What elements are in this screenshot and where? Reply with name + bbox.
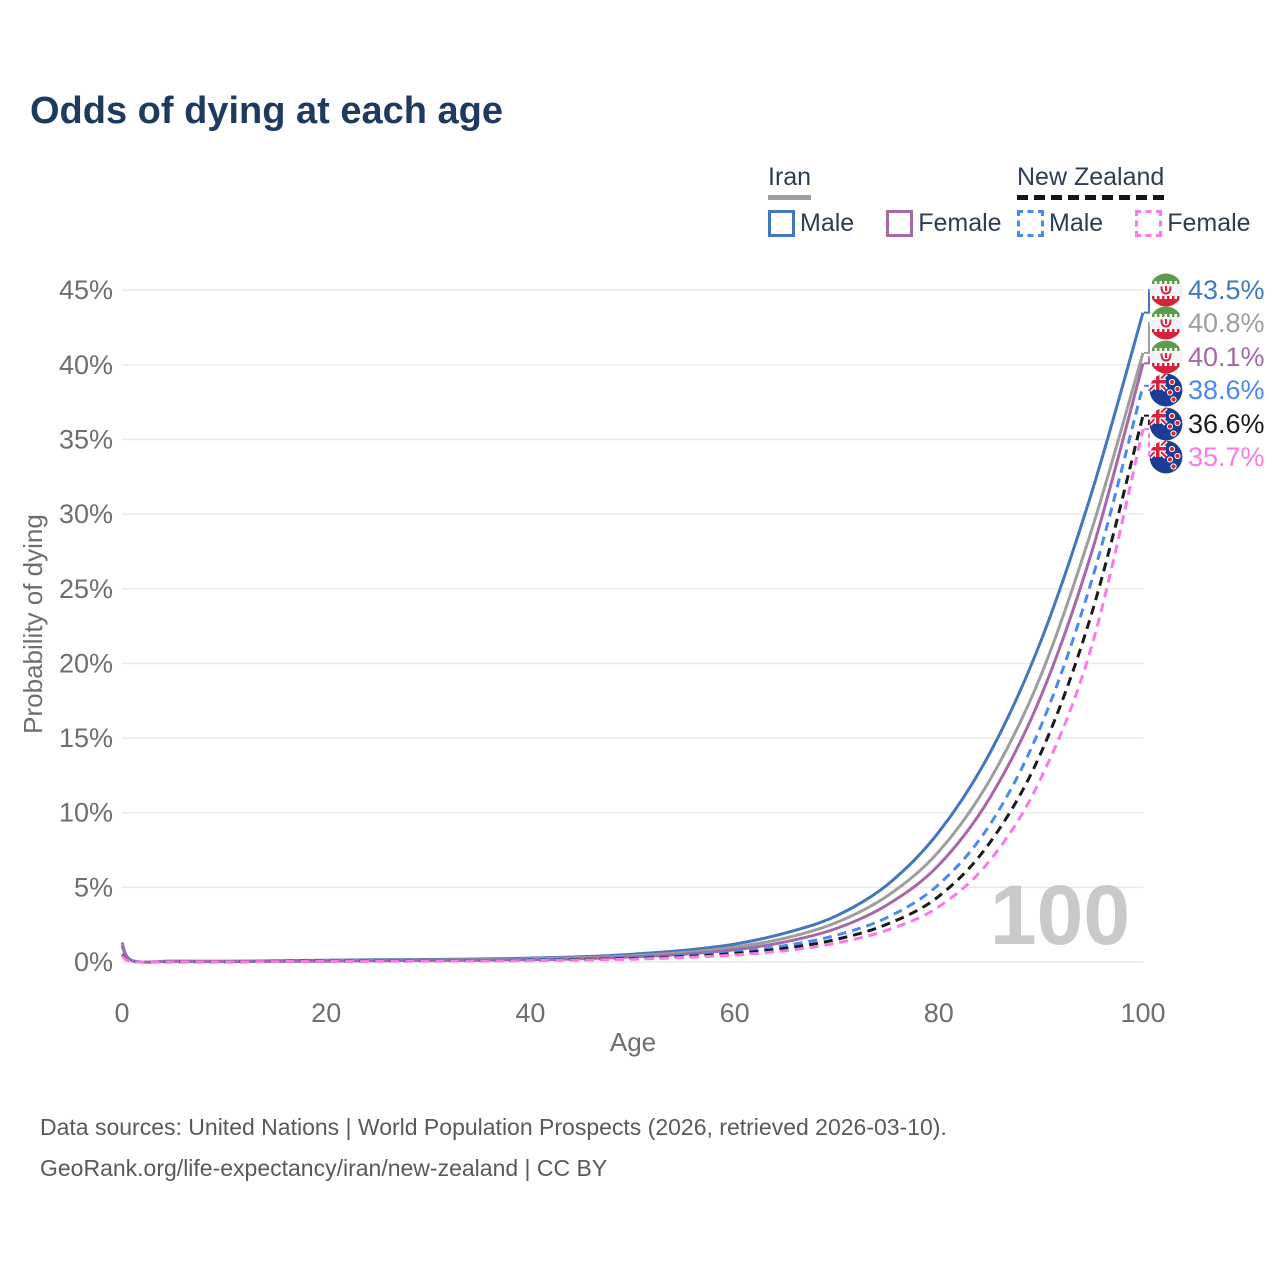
legend-header-new-zealand-label: New Zealand (1017, 163, 1165, 191)
y-tick-label: 25% (59, 574, 113, 604)
x-tick-label: 80 (924, 998, 954, 1028)
legend-group-new-zealand: New Zealand Male Female (1017, 163, 1251, 238)
legend-header-iran: Iran (768, 163, 812, 200)
legend: Iran Male Female New Zealand (0, 163, 1280, 243)
y-tick-label: 20% (59, 648, 113, 678)
y-tick-label: 40% (59, 350, 113, 380)
legend-line-sample-new-zealand (1017, 195, 1165, 200)
legend-header-new-zealand: New Zealand (1017, 163, 1165, 200)
x-tick-label: 40 (515, 998, 545, 1028)
legend-header-iran-label: Iran (768, 163, 812, 191)
end-label-connector (1144, 414, 1152, 425)
legend-swatch-new-zealand-female[interactable] (1135, 210, 1163, 237)
series-line-new-zealand-female[interactable] (121, 428, 1145, 964)
legend-item-iran-male[interactable]: Male (768, 209, 854, 238)
legend-label-iran-male[interactable]: Male (800, 209, 855, 237)
end-value-label: 35.7% (1188, 442, 1265, 472)
x-tick-label: 60 (720, 998, 750, 1028)
new-zealand-flag-icon (1149, 373, 1183, 407)
legend-items-iran: Male Female (768, 209, 1002, 238)
end-value-label: 43.5% (1188, 275, 1265, 305)
legend-items-new-zealand: Male Female (1017, 209, 1251, 238)
legend-swatch-iran-female[interactable] (886, 210, 914, 237)
new-zealand-flag-icon (1149, 407, 1183, 441)
x-tick-label: 0 (114, 998, 129, 1028)
legend-swatch-iran-male[interactable] (768, 210, 795, 237)
y-tick-label: 30% (59, 499, 113, 529)
end-label-connector (1144, 428, 1152, 458)
iran-flag-icon (1149, 306, 1183, 340)
footer-attribution: GeoRank.org/life-expectancy/iran/new-zea… (40, 1155, 608, 1181)
y-tick-label: 35% (59, 425, 113, 455)
end-value-label: 40.8% (1188, 308, 1265, 338)
page-title: Odds of dying at each age (30, 90, 503, 132)
legend-swatch-new-zealand-male[interactable] (1017, 210, 1044, 237)
x-axis-title: Age (610, 1027, 656, 1057)
y-tick-label: 5% (74, 872, 113, 902)
legend-label-iran-female[interactable]: Female (918, 209, 1002, 237)
legend-label-new-zealand-female[interactable]: Female (1167, 209, 1251, 237)
legend-label-new-zealand-male[interactable]: Male (1049, 209, 1104, 237)
age-watermark: 100 (990, 868, 1130, 962)
end-value-label: 36.6% (1188, 409, 1265, 439)
legend-line-sample-iran (768, 195, 812, 200)
series-line-iran-male[interactable] (120, 312, 1145, 964)
legend-item-new-zealand-male[interactable]: Male (1017, 209, 1103, 238)
end-value-label: 40.1% (1188, 342, 1265, 372)
legend-group-iran: Iran Male Female (768, 163, 1002, 238)
iran-flag-icon (1149, 273, 1183, 307)
legend-item-iran-female[interactable]: Female (886, 209, 1002, 238)
y-tick-label: 15% (59, 723, 113, 753)
y-tick-label: 10% (59, 798, 113, 828)
legend-item-new-zealand-female[interactable]: Female (1135, 209, 1251, 238)
new-zealand-flag-icon (1149, 440, 1183, 474)
x-tick-label: 100 (1120, 998, 1165, 1028)
x-tick-label: 20 (311, 998, 341, 1028)
y-axis-title: Probability of dying (18, 514, 48, 734)
y-tick-label: 0% (74, 947, 113, 977)
footer: Data sources: United Nations | World Pop… (40, 1107, 947, 1189)
end-value-label: 38.6% (1188, 375, 1265, 405)
footer-data-sources: Data sources: United Nations | World Pop… (40, 1114, 947, 1140)
iran-flag-icon (1149, 340, 1183, 374)
y-tick-label: 45% (59, 275, 113, 305)
